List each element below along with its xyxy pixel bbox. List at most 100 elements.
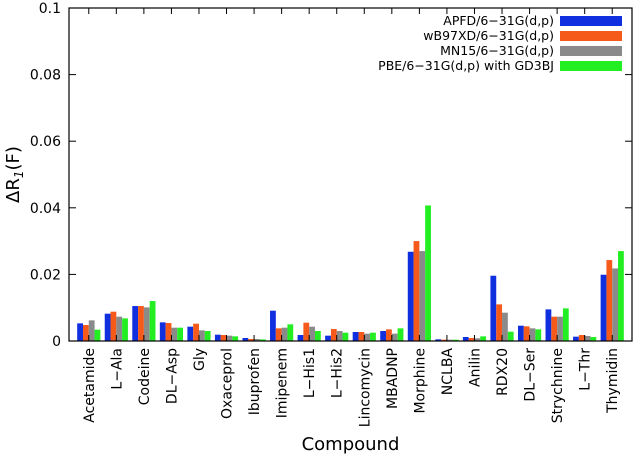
bar-codeine-series-2 <box>138 306 144 341</box>
bar-l-thr-series-4 <box>590 337 597 341</box>
bar-l-ala-series-1 <box>104 313 111 341</box>
bar-rdx20-series-2 <box>496 304 503 341</box>
y-tick-label: 0 <box>52 334 61 350</box>
bar-l-his1-series-1 <box>297 335 304 341</box>
bar-mbadnp-series-4 <box>397 328 404 341</box>
bar-dl-ser-series-1 <box>517 325 524 341</box>
y-axis-title: ΔR1(F) <box>3 146 26 203</box>
bar-l-his1-series-3 <box>309 326 315 341</box>
bar-l-thr-series-3 <box>584 336 591 341</box>
x-tick-label: L−Ala <box>109 348 125 390</box>
bar-lincomycin-series-2 <box>358 332 365 341</box>
bar-oxaceprol-series-2 <box>220 335 227 341</box>
bar-ibuprofen-series-3 <box>254 339 260 341</box>
bar-morphine-series-2 <box>413 241 420 341</box>
bar-mbadnp-series-3 <box>391 333 398 341</box>
bar-lincomycin-series-4 <box>370 332 376 341</box>
bar-l-his2-series-3 <box>336 331 343 341</box>
bar-thymidin-series-4 <box>618 251 624 341</box>
bar-nclba-series-4 <box>452 339 459 341</box>
x-tick-label: Acetamide <box>82 348 98 423</box>
bar-rdx20-series-4 <box>507 331 514 341</box>
y-tick-label: 0.06 <box>30 134 61 150</box>
x-tick-label: Anilin <box>468 348 484 387</box>
bar-strychnine-series-1 <box>545 309 552 341</box>
y-tick-label: 0.04 <box>30 201 61 217</box>
bar-imipenem-series-1 <box>270 310 276 341</box>
bar-nclba-series-1 <box>435 339 442 341</box>
bar-dl-ser-series-3 <box>529 328 536 341</box>
x-tick-label: Codeine <box>137 348 153 405</box>
bar-ibuprofen-series-4 <box>259 339 266 341</box>
bar-strychnine-series-3 <box>557 316 563 341</box>
bar-thymidin-series-2 <box>606 260 613 341</box>
bar-anilin-series-2 <box>468 338 475 341</box>
x-tick-label: RDX20 <box>495 348 511 396</box>
bar-nclba-series-2 <box>441 339 447 341</box>
x-tick-label: DL−Asp <box>164 348 180 404</box>
bar-ibuprofen-series-1 <box>242 338 249 341</box>
bar-imipenem-series-2 <box>275 328 282 341</box>
x-tick-label: L−His2 <box>330 348 346 398</box>
y-axis-title-suffix: (F) <box>3 146 24 170</box>
bar-anilin-series-3 <box>474 338 481 341</box>
x-tick-label: L−Thr <box>578 348 594 391</box>
x-tick-label: Imipenem <box>275 348 291 418</box>
bar-oxaceprol-series-1 <box>214 334 221 341</box>
y-axis-title-prefix: ΔR <box>3 178 24 203</box>
y-tick-label: 0.08 <box>30 68 61 84</box>
bar-strychnine-series-2 <box>551 316 558 341</box>
bar-codeine-series-4 <box>149 301 156 341</box>
y-axis-title-subscript: 1 <box>12 170 26 178</box>
bar-rdx20-series-3 <box>502 312 508 341</box>
bar-l-thr-series-2 <box>578 335 585 341</box>
bar-l-his1-series-2 <box>303 322 310 341</box>
bar-rdx20-series-1 <box>490 275 497 341</box>
x-tick-label: Gly <box>192 348 208 371</box>
bar-dl-ser-series-2 <box>523 326 530 341</box>
bar-gly-series-1 <box>187 326 194 341</box>
bar-mbadnp-series-2 <box>386 329 392 341</box>
legend-swatch <box>560 46 622 56</box>
bar-oxaceprol-series-4 <box>232 336 239 341</box>
bar-thymidin-series-1 <box>600 274 607 341</box>
bar-imipenem-series-3 <box>281 327 288 341</box>
x-tick-label: DL−Ser <box>523 348 539 402</box>
x-tick-label: MBADNP <box>385 348 401 409</box>
bar-morphine-series-4 <box>425 205 431 341</box>
x-tick-label: Lincomycin <box>357 348 373 427</box>
bar-lincomycin-series-1 <box>352 332 359 341</box>
bar-dl-asp-series-3 <box>171 327 178 341</box>
bar-dl-asp-series-2 <box>165 323 172 341</box>
legend-swatch <box>560 61 622 71</box>
legend-label: PBE/6−31G(d,p) with GD3BJ <box>378 58 554 73</box>
bar-gly-series-4 <box>204 331 211 341</box>
x-tick-label: Oxaceprol <box>220 348 236 419</box>
bar-acetamide-series-1 <box>77 323 83 341</box>
legend-label: MN15/6−31G(d,p) <box>440 43 554 58</box>
bar-strychnine-series-4 <box>562 308 569 341</box>
x-tick-label: NCLBA <box>440 348 456 396</box>
bar-l-his2-series-4 <box>342 332 349 341</box>
x-tick-label: Ibuprofen <box>247 348 263 415</box>
bar-acetamide-series-3 <box>88 320 95 341</box>
bar-oxaceprol-series-3 <box>226 335 233 341</box>
bar-acetamide-series-2 <box>82 325 89 341</box>
bar-dl-asp-series-4 <box>177 327 184 341</box>
bar-l-ala-series-3 <box>116 316 123 341</box>
bar-thymidin-series-3 <box>612 268 619 341</box>
bar-dl-ser-series-4 <box>535 329 542 341</box>
bar-anilin-series-4 <box>480 336 487 341</box>
y-tick-label: 0.1 <box>39 1 61 17</box>
bar-morphine-series-3 <box>419 251 426 341</box>
x-tick-label: L−His1 <box>302 348 318 398</box>
legend-swatch <box>560 16 622 26</box>
bar-codeine-series-3 <box>143 307 150 341</box>
bar-gly-series-2 <box>193 323 199 341</box>
bar-gly-series-3 <box>198 330 205 341</box>
legend-label: APFD/6−31G(d,p) <box>443 13 554 28</box>
bar-mbadnp-series-1 <box>380 331 387 341</box>
plot-frame <box>68 7 633 342</box>
bar-ibuprofen-series-2 <box>248 339 255 341</box>
